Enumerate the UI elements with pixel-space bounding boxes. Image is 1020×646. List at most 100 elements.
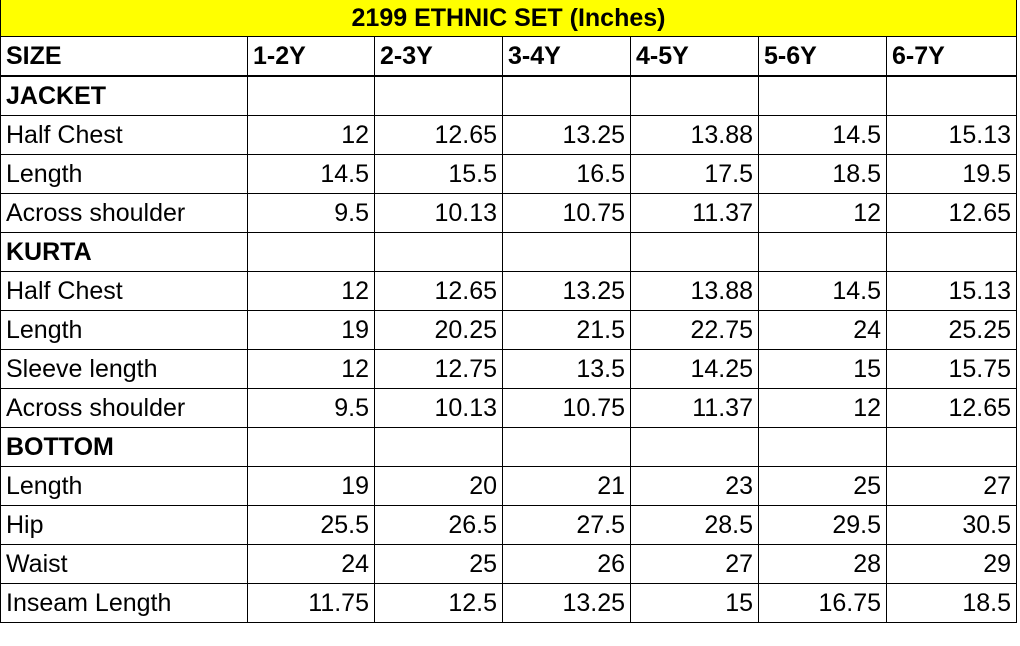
value-cell: 13.5 [502, 349, 631, 389]
empty-cell [502, 75, 631, 116]
empty-cell [502, 427, 631, 467]
section-row: KURTA [0, 232, 1018, 272]
value-cell: 12.65 [885, 388, 1018, 428]
measurement-label: Length [0, 310, 248, 350]
value-cell: 12.65 [374, 115, 503, 155]
table-title: 2199 ETHNIC SET (Inches) [0, 0, 1018, 37]
value-cell: 30.5 [885, 505, 1018, 545]
value-cell: 13.25 [502, 271, 631, 311]
value-cell: 12 [758, 388, 887, 428]
measurement-label: Inseam Length [0, 583, 248, 623]
value-cell: 21 [502, 466, 631, 506]
size-column-header: 5-6Y [758, 36, 887, 77]
empty-cell [885, 75, 1018, 116]
title-row: 2199 ETHNIC SET (Inches) [0, 0, 1018, 37]
size-column-header: 3-4Y [502, 36, 631, 77]
value-cell: 25.25 [885, 310, 1018, 350]
section-heading: KURTA [0, 232, 248, 272]
value-cell: 9.5 [247, 388, 375, 428]
value-cell: 15 [758, 349, 887, 389]
empty-cell [758, 75, 887, 116]
measurement-label: Across shoulder [0, 193, 248, 233]
value-cell: 12.5 [374, 583, 503, 623]
value-cell: 10.13 [374, 193, 503, 233]
value-cell: 27 [885, 466, 1018, 506]
value-cell: 18.5 [758, 154, 887, 194]
measurement-label: Across shoulder [0, 388, 248, 428]
value-cell: 21.5 [502, 310, 631, 350]
empty-cell [758, 427, 887, 467]
table-row: Length 19 20.25 21.5 22.75 24 25.25 [0, 310, 1018, 350]
measurement-label: Waist [0, 544, 248, 584]
table-row: Waist 24 25 26 27 28 29 [0, 544, 1018, 584]
empty-cell [502, 232, 631, 272]
empty-cell [374, 75, 503, 116]
value-cell: 20 [374, 466, 503, 506]
value-cell: 15.5 [374, 154, 503, 194]
value-cell: 27 [630, 544, 759, 584]
empty-cell [630, 427, 759, 467]
empty-cell [885, 427, 1018, 467]
size-column-header: 6-7Y [885, 36, 1018, 77]
measurement-label: Sleeve length [0, 349, 248, 389]
empty-cell [374, 232, 503, 272]
table-row: Half Chest 12 12.65 13.25 13.88 14.5 15.13 [0, 115, 1018, 155]
value-cell: 11.75 [247, 583, 375, 623]
value-cell: 23 [630, 466, 759, 506]
empty-cell [630, 75, 759, 116]
value-cell: 12.65 [885, 193, 1018, 233]
size-column-header: 2-3Y [374, 36, 503, 77]
value-cell: 26.5 [374, 505, 503, 545]
header-row: SIZE 1-2Y 2-3Y 3-4Y 4-5Y 5-6Y 6-7Y [0, 36, 1018, 77]
empty-cell [247, 427, 375, 467]
value-cell: 10.75 [502, 193, 631, 233]
table-row: Across shoulder 9.5 10.13 10.75 11.37 12 12.65 [0, 388, 1018, 428]
value-cell: 20.25 [374, 310, 503, 350]
value-cell: 12 [247, 271, 375, 311]
value-cell: 29 [885, 544, 1018, 584]
value-cell: 28.5 [630, 505, 759, 545]
table-body: 2199 ETHNIC SET (Inches) SIZE 1-2Y 2-3Y … [0, 0, 1018, 623]
table-row: Sleeve length 12 12.75 13.5 14.25 15 15.75 [0, 349, 1018, 389]
value-cell: 18.5 [885, 583, 1018, 623]
empty-cell [758, 232, 887, 272]
value-cell: 13.88 [630, 271, 759, 311]
value-cell: 27.5 [502, 505, 631, 545]
value-cell: 12.65 [374, 271, 503, 311]
value-cell: 16.75 [758, 583, 887, 623]
table-row: Length 14.5 15.5 16.5 17.5 18.5 19.5 [0, 154, 1018, 194]
value-cell: 19.5 [885, 154, 1018, 194]
empty-cell [374, 427, 503, 467]
table-row: Hip 25.5 26.5 27.5 28.5 29.5 30.5 [0, 505, 1018, 545]
value-cell: 25.5 [247, 505, 375, 545]
value-cell: 16.5 [502, 154, 631, 194]
value-cell: 15 [630, 583, 759, 623]
value-cell: 10.75 [502, 388, 631, 428]
value-cell: 19 [247, 466, 375, 506]
empty-cell [630, 232, 759, 272]
section-heading: BOTTOM [0, 427, 248, 467]
value-cell: 15.13 [885, 115, 1018, 155]
measurement-label: Half Chest [0, 115, 248, 155]
value-cell: 13.25 [502, 115, 631, 155]
size-column-header: 1-2Y [247, 36, 375, 77]
value-cell: 15.75 [885, 349, 1018, 389]
measurement-label: Hip [0, 505, 248, 545]
section-heading: JACKET [0, 75, 248, 116]
size-column-header: 4-5Y [630, 36, 759, 77]
size-header: SIZE [0, 36, 248, 77]
value-cell: 19 [247, 310, 375, 350]
value-cell: 12 [758, 193, 887, 233]
value-cell: 25 [374, 544, 503, 584]
value-cell: 28 [758, 544, 887, 584]
value-cell: 26 [502, 544, 631, 584]
value-cell: 12 [247, 115, 375, 155]
table-row: Inseam Length 11.75 12.5 13.25 15 16.75 18.5 [0, 583, 1018, 623]
value-cell: 24 [758, 310, 887, 350]
measurement-label: Length [0, 466, 248, 506]
value-cell: 14.5 [758, 271, 887, 311]
size-chart-table: 2199 ETHNIC SET (Inches) SIZE 1-2Y 2-3Y … [0, 0, 1018, 623]
value-cell: 22.75 [630, 310, 759, 350]
value-cell: 14.25 [630, 349, 759, 389]
value-cell: 15.13 [885, 271, 1018, 311]
